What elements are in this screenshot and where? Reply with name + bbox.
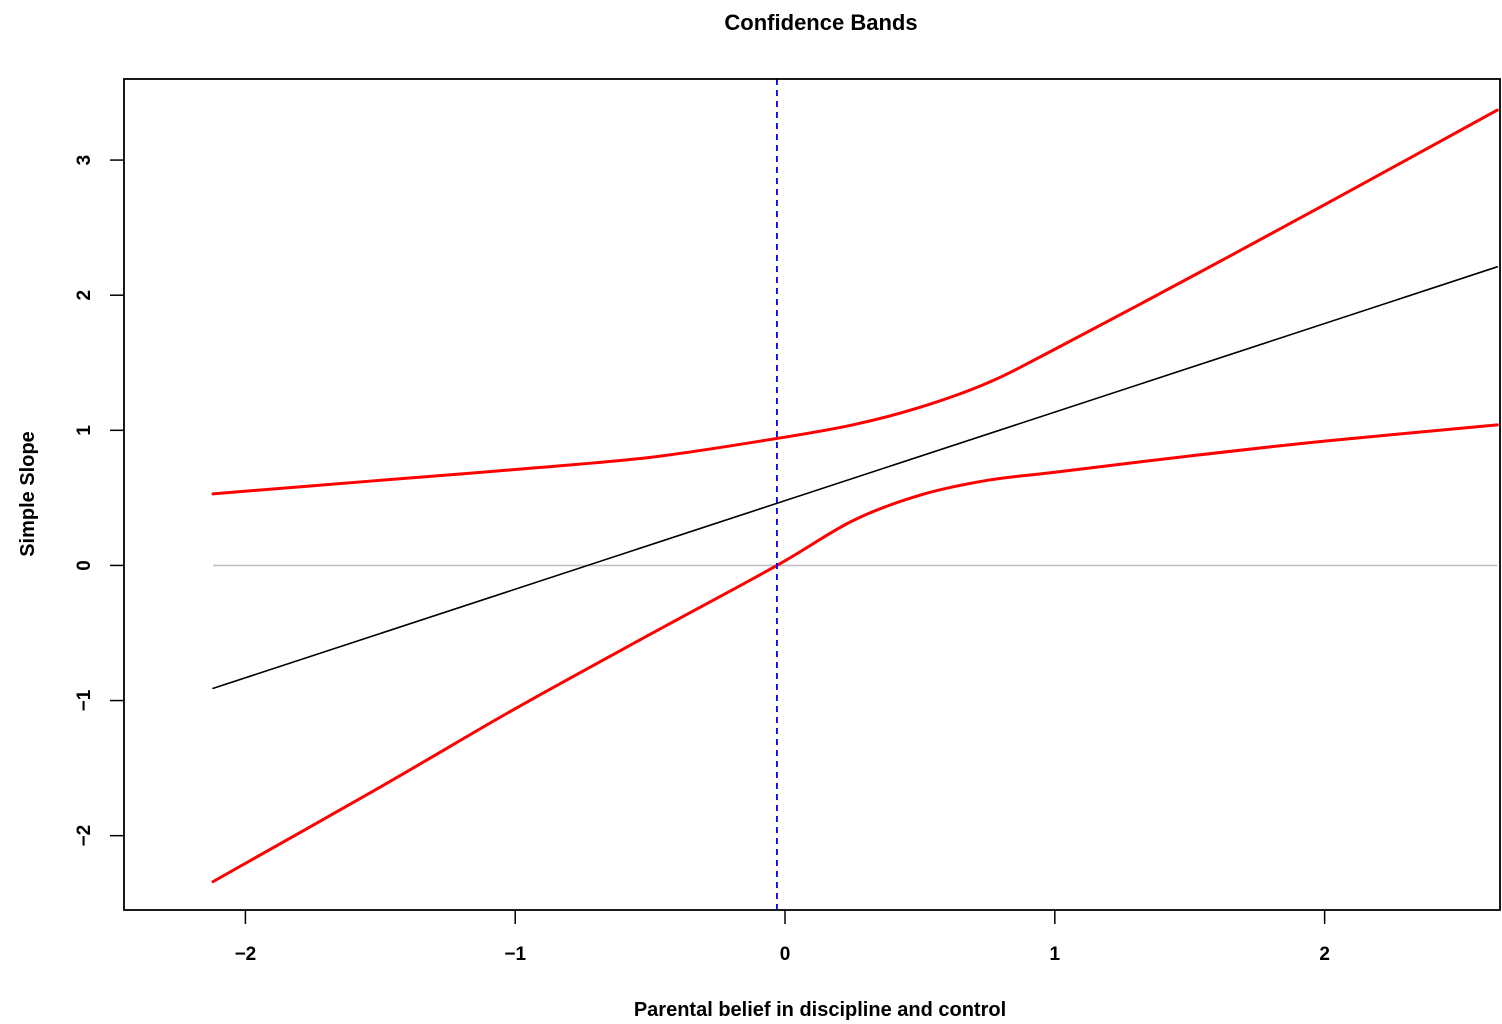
upper-confidence-band <box>211 108 1499 496</box>
y-tick-label: 2 <box>74 290 95 301</box>
y-tick-label: 1 <box>74 425 95 436</box>
y-tick-label: −2 <box>74 825 95 847</box>
chart-title: Confidence Bands <box>724 10 917 35</box>
y-tick-label: −1 <box>74 689 95 711</box>
x-tick-label: 0 <box>780 944 791 965</box>
x-tick-label: −1 <box>504 944 526 965</box>
x-tick-label: 1 <box>1050 944 1061 965</box>
simple-slope-line <box>212 266 1499 690</box>
y-tick-label: 0 <box>74 560 95 571</box>
x-axis-label: Parental belief in discipline and contro… <box>634 999 1006 1021</box>
lower-confidence-band <box>211 423 1499 884</box>
y-tick-label: 3 <box>74 155 95 166</box>
x-tick-label: −2 <box>235 944 257 965</box>
y-axis-label: Simple Slope <box>17 431 39 557</box>
plot-frame <box>123 78 1501 911</box>
plot-area: −2 −1 0 1 2 −2 −1 0 1 2 3 <box>74 78 1501 965</box>
x-tick-label: 2 <box>1319 944 1330 965</box>
